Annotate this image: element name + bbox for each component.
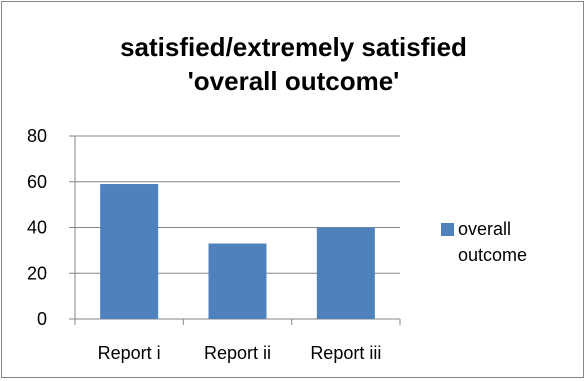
x-tick-label: Report iii xyxy=(310,343,381,363)
legend-label: overall outcome xyxy=(458,219,528,265)
y-tick-label: 20 xyxy=(27,263,47,283)
chart-title: satisfied/extremely satisfied 'overall o… xyxy=(0,30,587,98)
y-tick-label: 0 xyxy=(37,309,47,329)
bar xyxy=(100,184,159,319)
x-tick-label: Report ii xyxy=(204,343,271,363)
chart-title-line-1: satisfied/extremely satisfied xyxy=(120,32,467,62)
y-tick-label: 60 xyxy=(27,172,47,192)
y-tick-label: 40 xyxy=(27,218,47,238)
bar xyxy=(208,243,267,319)
legend-swatch xyxy=(441,223,454,236)
bar xyxy=(316,227,375,319)
y-tick-label: 80 xyxy=(27,126,47,146)
x-tick-label: Report i xyxy=(98,343,161,363)
chart-title-line-2: 'overall outcome' xyxy=(187,66,400,96)
